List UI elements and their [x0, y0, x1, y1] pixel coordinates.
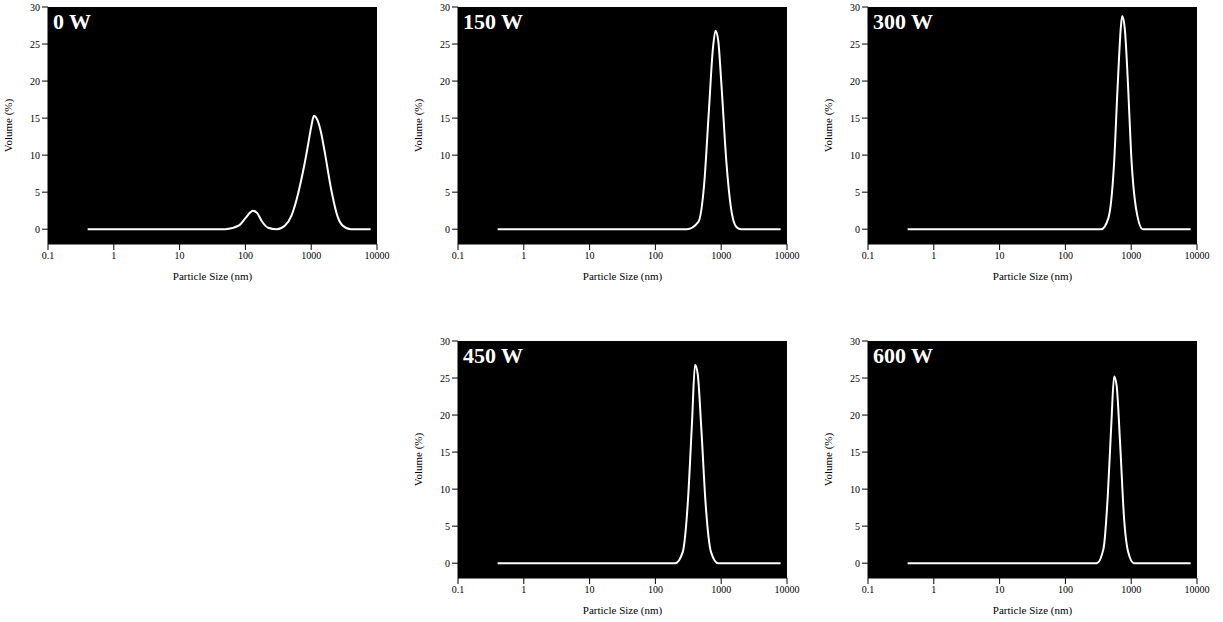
svg-text:30: 30 [440, 2, 450, 13]
svg-text:1000: 1000 [1121, 250, 1141, 261]
svg-text:10: 10 [850, 150, 860, 161]
svg-text:10: 10 [175, 250, 185, 261]
svg-text:10: 10 [440, 150, 450, 161]
svg-text:Particle Size (nm): Particle Size (nm) [583, 604, 663, 617]
svg-text:1000: 1000 [301, 250, 321, 261]
svg-text:15: 15 [850, 447, 860, 458]
svg-text:1000: 1000 [1121, 584, 1141, 595]
svg-text:0.1: 0.1 [42, 250, 55, 261]
svg-text:Volume (%): Volume (%) [822, 433, 835, 487]
svg-text:15: 15 [30, 113, 40, 124]
svg-text:5: 5 [35, 187, 40, 198]
svg-text:20: 20 [440, 410, 450, 421]
svg-text:10000: 10000 [365, 250, 390, 261]
svg-text:25: 25 [440, 373, 450, 384]
svg-text:100: 100 [1058, 250, 1073, 261]
svg-text:5: 5 [855, 521, 860, 532]
svg-text:0.1: 0.1 [862, 584, 875, 595]
svg-text:20: 20 [30, 76, 40, 87]
svg-text:0: 0 [445, 558, 450, 569]
svg-text:100: 100 [648, 250, 663, 261]
svg-text:30: 30 [850, 336, 860, 347]
svg-text:Volume (%): Volume (%) [822, 99, 835, 153]
svg-text:25: 25 [850, 373, 860, 384]
svg-text:0.1: 0.1 [452, 584, 465, 595]
svg-text:10: 10 [440, 484, 450, 495]
svg-text:0.1: 0.1 [452, 250, 465, 261]
svg-text:20: 20 [440, 76, 450, 87]
svg-text:100: 100 [648, 584, 663, 595]
svg-text:5: 5 [445, 187, 450, 198]
svg-text:10000: 10000 [775, 584, 800, 595]
svg-text:1: 1 [111, 250, 116, 261]
svg-text:1: 1 [931, 584, 936, 595]
svg-text:10000: 10000 [775, 250, 800, 261]
html-text:450 W: 450 W [463, 343, 524, 368]
svg-text:0.1: 0.1 [862, 250, 875, 261]
svg-text:1000: 1000 [711, 584, 731, 595]
svg-text:Particle Size (nm): Particle Size (nm) [993, 604, 1073, 617]
html-text:150 W: 150 W [463, 9, 524, 34]
svg-text:Volume (%): Volume (%) [2, 99, 15, 153]
svg-text:Volume (%): Volume (%) [412, 99, 425, 153]
svg-text:15: 15 [440, 447, 450, 458]
svg-text:10: 10 [30, 150, 40, 161]
svg-text:5: 5 [445, 521, 450, 532]
svg-text:25: 25 [850, 39, 860, 50]
svg-text:0: 0 [445, 224, 450, 235]
html-text:300 W: 300 W [873, 9, 934, 34]
svg-text:Volume (%): Volume (%) [412, 433, 425, 487]
svg-text:20: 20 [850, 410, 860, 421]
svg-text:1: 1 [521, 250, 526, 261]
svg-text:0: 0 [855, 558, 860, 569]
svg-text:100: 100 [238, 250, 253, 261]
svg-text:5: 5 [855, 187, 860, 198]
svg-text:15: 15 [440, 113, 450, 124]
svg-text:15: 15 [850, 113, 860, 124]
svg-text:30: 30 [440, 336, 450, 347]
svg-text:30: 30 [30, 2, 40, 13]
svg-text:30: 30 [850, 2, 860, 13]
svg-text:10: 10 [585, 584, 595, 595]
html-text:0 W: 0 W [53, 9, 92, 34]
svg-text:Particle Size (nm): Particle Size (nm) [173, 270, 253, 283]
svg-text:Particle Size (nm): Particle Size (nm) [993, 270, 1073, 283]
svg-text:25: 25 [440, 39, 450, 50]
svg-text:0: 0 [855, 224, 860, 235]
html-text:600 W: 600 W [873, 343, 934, 368]
svg-text:1: 1 [931, 250, 936, 261]
svg-text:10: 10 [585, 250, 595, 261]
svg-text:1000: 1000 [711, 250, 731, 261]
svg-text:25: 25 [30, 39, 40, 50]
svg-text:10: 10 [850, 484, 860, 495]
svg-text:0: 0 [35, 224, 40, 235]
svg-text:100: 100 [1058, 584, 1073, 595]
svg-text:10: 10 [995, 584, 1005, 595]
svg-text:1: 1 [521, 584, 526, 595]
svg-text:10000: 10000 [1185, 250, 1210, 261]
svg-text:10000: 10000 [1185, 584, 1210, 595]
svg-text:Particle Size (nm): Particle Size (nm) [583, 270, 663, 283]
svg-text:10: 10 [995, 250, 1005, 261]
svg-text:20: 20 [850, 76, 860, 87]
